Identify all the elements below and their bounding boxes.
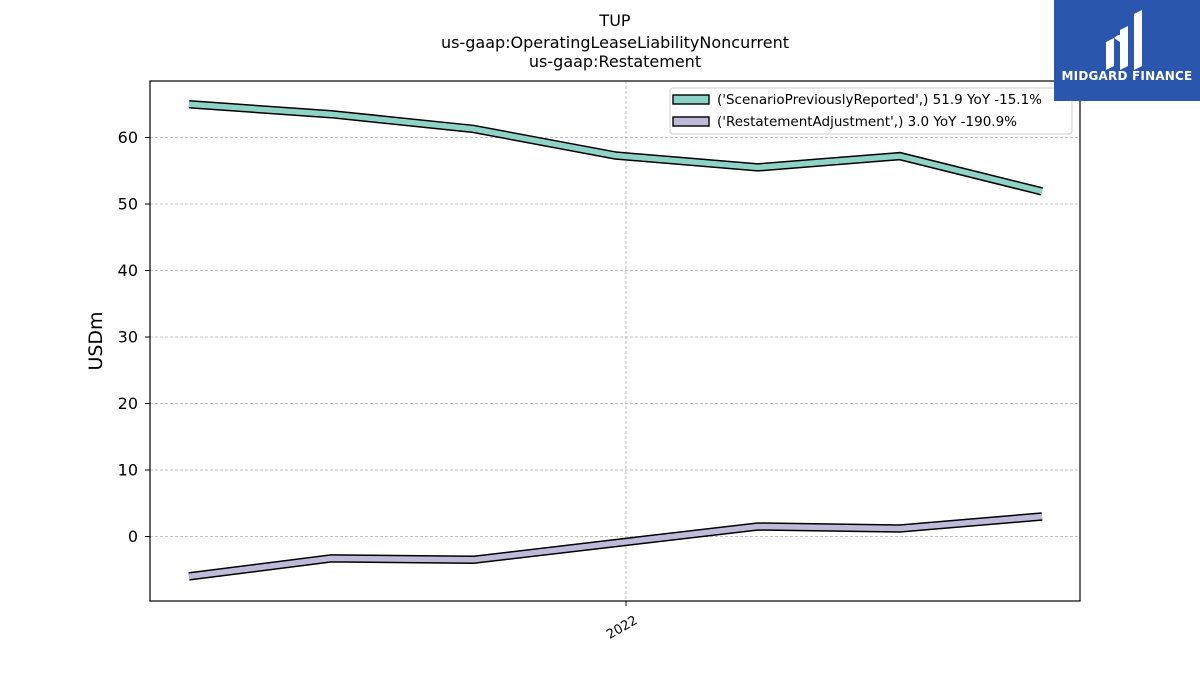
plot-frame [149,80,1081,602]
legend-swatch-1 [672,116,710,127]
y-tick-label: 30 [118,328,138,347]
chart-subtitle-concept: us-gaap:OperatingLeaseLiabilityNoncurren… [440,33,790,52]
series-line-1 [188,513,1043,580]
y-tick-label: 10 [118,461,138,480]
x-tick-label: 2022 [604,613,640,643]
legend-box [669,87,1073,135]
logo-text: MIDGARD FINANCE [1061,69,1193,83]
legend-label-1: ('RestatementAdjustment',) 3.0 YoY -190.… [717,114,1017,130]
midgard-finance-logo: MIDGARD FINANCE [1054,0,1200,101]
y-tick-label: 0 [128,527,138,546]
logo-mark-icon [1106,10,1142,70]
y-tick-label: 40 [118,261,138,280]
chart-title: TUP [599,11,631,30]
series-line-0 [188,101,1043,195]
legend-swatch-0 [672,94,710,105]
y-tick-label: 50 [118,195,138,214]
chart-subtitle-axis: us-gaap:Restatement [528,52,702,71]
y-tick-label: 60 [118,128,138,147]
y-tick-label: 20 [118,394,138,413]
legend-label-0: ('ScenarioPreviouslyReported',) 51.9 YoY… [717,92,1042,108]
y-axis-label: USDm [85,311,107,370]
